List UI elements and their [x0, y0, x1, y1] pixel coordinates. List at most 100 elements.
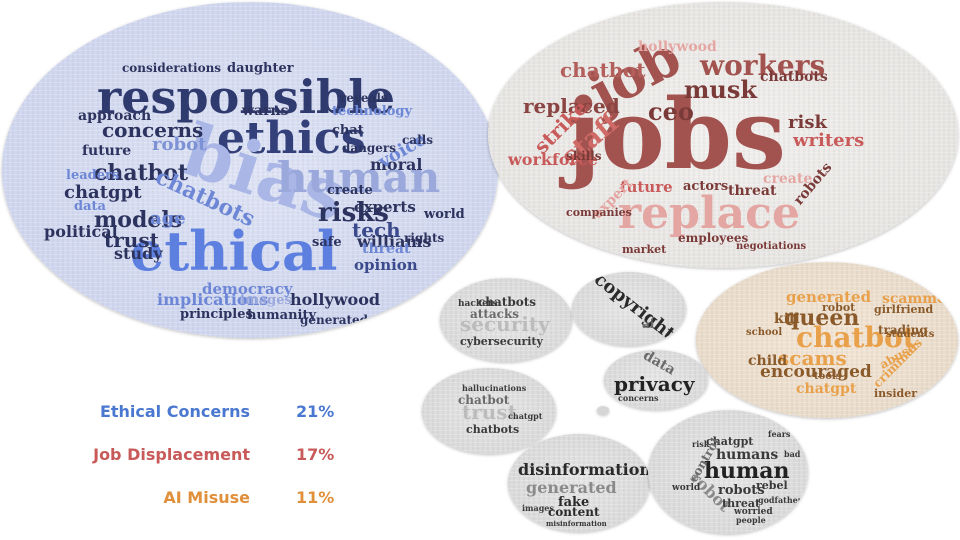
cloud-word: hollywood — [638, 39, 717, 55]
cloud-word: leaders — [66, 168, 120, 183]
legend-label: AI Misuse — [163, 488, 250, 507]
cloud-word: reveals — [340, 91, 388, 105]
cloud-word: study — [114, 244, 163, 263]
cloud-word: rights — [404, 231, 445, 245]
cloud-word: worried — [734, 507, 773, 517]
cloud-word: models — [94, 207, 183, 233]
cloud-word: threat — [728, 183, 777, 199]
cloud-word: humans — [716, 447, 779, 463]
cloud-word: rebel — [756, 479, 788, 492]
ethics-word-cloud: responsible ethics bias human ethical ch… — [2, 2, 498, 338]
cloud-word: fake — [558, 495, 590, 510]
legend-percent: 17% — [296, 445, 335, 464]
cloud-word: robot — [152, 134, 207, 155]
cloud-word: chatbots — [760, 69, 828, 85]
cloud-word: misinformation — [546, 519, 607, 528]
cloud-word: risk — [788, 112, 827, 133]
cloud-word: companies — [566, 206, 632, 219]
cloud-word: warns — [242, 103, 289, 119]
legend-percent: 11% — [296, 488, 335, 507]
cloud-word: security — [460, 312, 550, 336]
cloud-word: robot — [822, 301, 856, 314]
cloud-word: chatgpt — [508, 411, 543, 421]
cloud-word: trust — [462, 400, 517, 424]
cloud-word: opinion — [354, 256, 418, 274]
cloud-word: chat — [332, 123, 364, 138]
cloud-word: implications — [157, 290, 269, 309]
cloud-word: chatbot — [94, 160, 189, 186]
cloud-word: risks — [318, 198, 389, 228]
privacy-word-cloud: privacy data concerns — [604, 350, 708, 410]
cloud-word: images — [240, 293, 292, 308]
cloud-word: approach — [78, 108, 152, 124]
legend-label: Job Displacement — [93, 445, 250, 464]
cloud-word: insider — [874, 387, 918, 400]
cloud-word: students — [886, 329, 935, 340]
cloud-word: generated — [526, 478, 617, 497]
cloud-word: daughter — [227, 61, 294, 76]
cloud-word: dangers — [342, 141, 396, 155]
cloud-word: humanity — [247, 308, 317, 323]
cloud-word: threat — [362, 241, 411, 257]
cloud-word: chatbots — [478, 295, 537, 309]
cloud-word: chatbot — [458, 393, 510, 407]
cloud-word: human — [277, 153, 441, 202]
copyright-word-cloud: copyright ai — [572, 272, 686, 346]
trust-word-cloud: trust chatbot chatbots hallucinations ch… — [422, 368, 556, 454]
cloud-word: human — [704, 458, 790, 484]
cloud-word: concerns — [102, 118, 204, 142]
cloud-word: negotiations — [736, 241, 807, 252]
cloud-word: ethics — [217, 113, 366, 164]
cloud-word: replace — [618, 188, 800, 239]
cloud-word: chatgpt — [706, 435, 754, 448]
cloud-word: world — [672, 483, 701, 493]
cloud-word: future — [82, 143, 132, 159]
cloud-word: chatbots — [466, 423, 520, 436]
cloud-word: disinformation — [518, 460, 650, 479]
cloud-word: ai — [642, 317, 655, 331]
cloud-word: technology — [332, 104, 413, 119]
cloud-word: create — [327, 183, 373, 198]
cloud-word: williams — [357, 232, 432, 251]
cloud-word: safe — [312, 235, 342, 250]
cloud-word: hackers — [458, 299, 498, 309]
cloud-word: concerns — [618, 393, 659, 403]
cloud-word: skills — [566, 149, 602, 163]
cloud-word: chatgpt — [64, 182, 142, 203]
cloud-word: ceo — [648, 97, 694, 126]
cloud-word: chatgpt — [796, 381, 857, 397]
cloud-word: encouraged — [760, 362, 872, 382]
cloud-word: privacy — [614, 372, 695, 396]
cloud-word: create — [763, 171, 813, 187]
tiny-word-cloud — [597, 406, 609, 415]
cloud-word: godfather — [758, 495, 802, 505]
cloud-word: attacks — [470, 307, 520, 321]
cloud-word: bad — [784, 449, 801, 459]
cloud-word: workers — [700, 49, 826, 82]
cloud-word: content — [548, 505, 600, 519]
cloud-word: actors — [683, 179, 729, 194]
cloud-word: future — [620, 178, 673, 196]
cloud-word: scams — [778, 346, 847, 370]
cloud-word: kill — [774, 311, 800, 327]
cloud-word: replaced — [523, 94, 620, 118]
cloud-word: hallucinations — [462, 383, 527, 393]
cloud-word: jobs — [566, 78, 786, 191]
cloud-word: musk — [684, 75, 757, 104]
cloud-word: generated — [300, 313, 369, 327]
disinformation-word-cloud: disinformation generated fake content im… — [508, 434, 650, 532]
cloud-word: people — [736, 515, 766, 525]
cloud-word: writers — [793, 130, 865, 151]
cloud-word: chatbot — [796, 321, 916, 354]
cloud-word: trust — [104, 228, 159, 252]
cloud-word: tech — [352, 218, 401, 242]
legend-percent: 21% — [296, 402, 335, 421]
human-word-cloud: human humans robots robot chatgpt contro… — [648, 410, 808, 534]
cloud-word: queen — [784, 305, 860, 331]
cloud-word: school — [746, 327, 783, 338]
cloud-word: robots — [718, 483, 765, 498]
cloud-word: risk — [692, 439, 710, 449]
cloud-word: ethical — [130, 219, 338, 283]
cloud-word: calls — [402, 133, 433, 147]
cloud-word: generated — [786, 288, 872, 306]
